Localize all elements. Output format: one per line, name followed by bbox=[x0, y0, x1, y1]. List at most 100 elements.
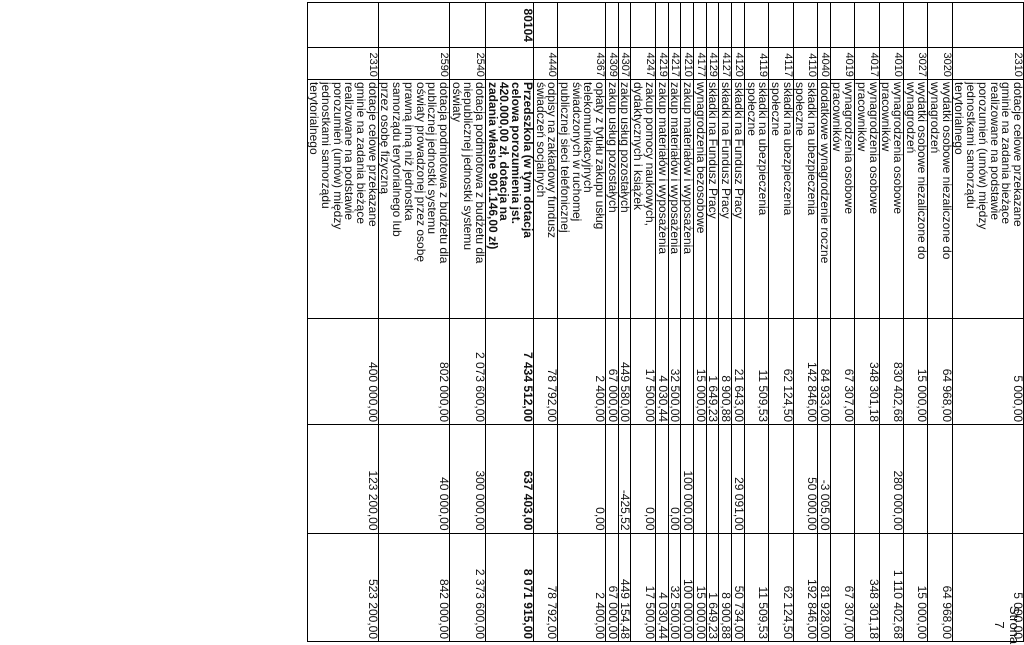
description-line: świadczeń socjalnych bbox=[533, 81, 548, 198]
description-line: wynagrodzeń bbox=[903, 81, 918, 154]
item-description: dotacje celowe przekazane gminie na zadan… bbox=[952, 79, 1024, 319]
section-code bbox=[693, 2, 707, 48]
item-description: wynagrodzenia osobowe pracowników bbox=[879, 79, 904, 319]
paragraph-code: 2540 bbox=[449, 47, 486, 80]
description-line: zakup usług pozostałych bbox=[618, 81, 632, 213]
section-code bbox=[731, 2, 745, 48]
section-code bbox=[793, 2, 818, 48]
section-code bbox=[879, 2, 904, 48]
description-line: zadania własne 901.146,00 zł) bbox=[485, 81, 500, 250]
paragraph-code: 4117 bbox=[768, 47, 794, 80]
item-description: wydatki osobowe niezaliczone do wynagrodz… bbox=[903, 79, 928, 319]
description-line: składki na ubezpieczenia bbox=[805, 81, 818, 216]
table-row: 4177 wynagrodzenia bezosobowe 15 000,00 15 … bbox=[693, 2, 707, 642]
paragraph-code: 4440 bbox=[533, 47, 558, 80]
table-row: 4117 składki na ubezpieczenia społeczne 62 … bbox=[768, 2, 794, 642]
plan-amount: 21 643,00 bbox=[731, 318, 745, 425]
section-code bbox=[307, 2, 379, 48]
table-row: 4120 składki na Fundusz Pracy 21 643,00 29 … bbox=[731, 2, 745, 642]
plan-amount: 62 124,50 bbox=[768, 318, 794, 425]
description-line: zakup materiałów i wyposażenia bbox=[655, 81, 669, 255]
item-description: składki na Fundusz Pracy bbox=[718, 79, 732, 319]
description-line: pracowników bbox=[830, 81, 845, 152]
change-amount: 50 000,00 bbox=[793, 424, 818, 534]
after-change-amount: 8 900,88 bbox=[718, 533, 732, 642]
plan-amount: 7 434 512,00 bbox=[485, 318, 534, 425]
description-line: wynagrodzenia osobowe bbox=[842, 81, 855, 215]
plan-amount bbox=[680, 318, 694, 425]
description-line: składki na Fundusz Pracy bbox=[731, 81, 745, 219]
description-line: terytorialnego bbox=[952, 81, 967, 155]
description-line: zakup materiałów i wyposażenia bbox=[668, 81, 681, 255]
table-row: 3027 wydatki osobowe niezaliczone do wynag… bbox=[903, 2, 928, 642]
paragraph-code: 4247 bbox=[631, 47, 656, 80]
after-change-amount: 50 734,00 bbox=[731, 533, 745, 642]
section-code bbox=[952, 2, 1024, 48]
plan-amount: 348 301,18 bbox=[854, 318, 880, 425]
paragraph-code: 2590 bbox=[378, 47, 450, 80]
description-line: składki na Fundusz Pracy bbox=[719, 81, 732, 219]
change-amount bbox=[854, 424, 880, 534]
description-line: opłaty z tytułu zakupu usług bbox=[593, 81, 606, 230]
item-description: opłaty z tytułu zakupu usługtelekomunika… bbox=[557, 79, 606, 319]
description-line: publicznej sieci telefonicznej bbox=[557, 81, 572, 233]
description-line: składki na Fundusz Pracy bbox=[706, 81, 719, 219]
after-change-amount: 523 200,00 bbox=[307, 533, 379, 642]
description-line: gminie na zadania bieżące bbox=[354, 81, 369, 225]
change-amount: 0,00 bbox=[668, 424, 681, 534]
after-change-amount: 348 301,18 bbox=[854, 533, 880, 642]
plan-amount: 5 000,00 bbox=[952, 318, 1024, 425]
after-change-amount: 64 968,00 bbox=[927, 533, 953, 642]
section-code bbox=[618, 2, 631, 48]
paragraph-code: 3020 bbox=[927, 47, 953, 80]
section-code bbox=[817, 2, 831, 48]
section-code bbox=[449, 2, 486, 48]
change-amount: 637 403,00 bbox=[485, 424, 534, 534]
after-change-amount: 449 154,48 bbox=[618, 533, 631, 642]
item-description: dotacje celowe przekazane gminie na zadan… bbox=[307, 79, 379, 319]
plan-amount: 15 000,00 bbox=[903, 318, 928, 425]
section-code bbox=[744, 2, 769, 48]
change-amount: -3 005,00 bbox=[817, 424, 831, 534]
description-line: wynagrodzeń bbox=[928, 81, 943, 154]
description-line: wynagrodzenia bezosobowe bbox=[693, 81, 707, 234]
plan-amount: 142 846,00 bbox=[793, 318, 818, 425]
section-code bbox=[903, 2, 928, 48]
plan-amount: 84 933,00 bbox=[817, 318, 831, 425]
after-change-amount: 32 500,00 bbox=[668, 533, 681, 642]
item-description: dotacja podmiotowa z budżetu dlaniepubli… bbox=[449, 79, 486, 319]
item-description: zakup materiałów i wyposażenia bbox=[655, 79, 669, 319]
section-code bbox=[557, 2, 606, 48]
item-description: zakup usług pozostałych bbox=[605, 79, 619, 319]
change-amount: 300 000,00 bbox=[449, 424, 486, 534]
plan-amount: 78 792,00 bbox=[533, 318, 558, 425]
after-change-amount: 11 509,53 bbox=[744, 533, 769, 642]
plan-amount: 8 900,88 bbox=[718, 318, 732, 425]
table-row: 4307 zakup usług pozostałych 449 580,00 -42… bbox=[618, 2, 632, 642]
item-description: składki na Fundusz Pracy bbox=[731, 79, 745, 319]
paragraph-code: 4177 bbox=[693, 47, 707, 80]
item-description: wynagrodzenia osobowe pracowników bbox=[830, 79, 855, 319]
table-row: 4040 dodatkowe wynagrodzenie roczne 84 933… bbox=[817, 2, 831, 642]
after-change-amount: 4 030,44 bbox=[655, 533, 669, 642]
plan-amount: 2 073 600,00 bbox=[449, 318, 486, 425]
section-code bbox=[631, 2, 656, 48]
paragraph-code: 4219 bbox=[655, 47, 669, 80]
plan-amount: 400 000,00 bbox=[307, 318, 379, 425]
after-change-amount: 78 792,00 bbox=[533, 533, 558, 642]
plan-amount: 449 580,00 bbox=[618, 318, 631, 425]
paragraph-code: 4309 bbox=[605, 47, 619, 80]
table-row: 4010 wynagrodzenia osobowe pracowników 830 … bbox=[879, 2, 904, 642]
item-description: wynagrodzenia bezosobowe bbox=[693, 79, 707, 319]
after-change-amount: 62 124,50 bbox=[768, 533, 794, 642]
item-description: zakup materiałów i wyposażenia bbox=[668, 79, 681, 319]
after-change-amount: 842 000,00 bbox=[378, 533, 450, 642]
after-change-amount: 81 928,00 bbox=[817, 533, 831, 642]
description-line: przez osobę fizyczną bbox=[378, 81, 393, 194]
item-description: dotacja podmiotowa z budżetu dlapubliczn… bbox=[378, 79, 450, 319]
after-change-amount: 192 846,00 bbox=[793, 533, 818, 642]
